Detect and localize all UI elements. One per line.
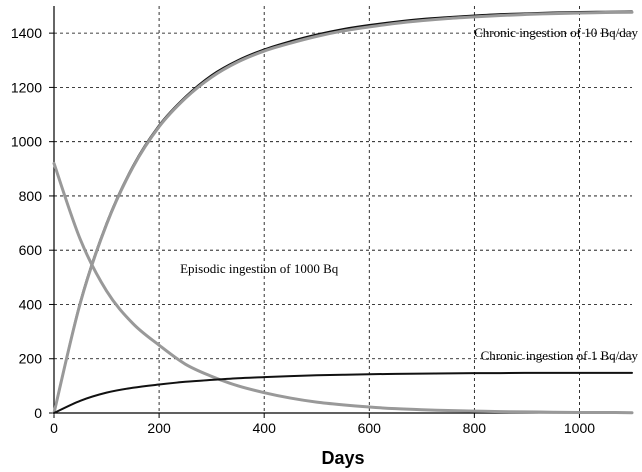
annotation-chronic-10: Chronic ingestion of 10 Bq/day (474, 25, 638, 40)
label-layer: Chronic ingestion of 10 Bq/day Episodic i… (180, 25, 638, 363)
x-axis-title: Days (321, 448, 364, 468)
axis-layer: 0 200 400 600 800 1000 0 200 400 600 800 1000 1200 14… (11, 6, 632, 436)
x-tick-label: 1000 (564, 420, 595, 436)
y-tick-label: 1000 (11, 134, 42, 150)
y-tick-label: 1200 (11, 79, 42, 95)
x-tick-label: 0 (50, 420, 58, 436)
x-tick-label: 600 (358, 420, 382, 436)
y-tick-label: 200 (19, 351, 43, 367)
x-tick-label: 400 (253, 420, 277, 436)
x-tick-label: 800 (463, 420, 487, 436)
y-tick-label: 0 (34, 405, 42, 421)
x-tick-label: 200 (147, 420, 171, 436)
y-tick-label: 800 (19, 188, 43, 204)
y-tick-label: 1400 (11, 25, 42, 41)
y-tick-label: 600 (19, 242, 43, 258)
y-tick-label: 400 (19, 296, 43, 312)
series-line-chronic-1 (53, 371, 633, 414)
series-layer (52, 10, 634, 415)
series-line-chronic-10-grey (52, 10, 634, 415)
annotation-chronic-1: Chronic ingestion of 1 Bq/day (481, 348, 639, 363)
series-line-episodic-1000 (52, 161, 634, 415)
annotation-episodic-1000: Episodic ingestion of 1000 Bq (180, 261, 339, 276)
grid-layer (54, 6, 632, 413)
